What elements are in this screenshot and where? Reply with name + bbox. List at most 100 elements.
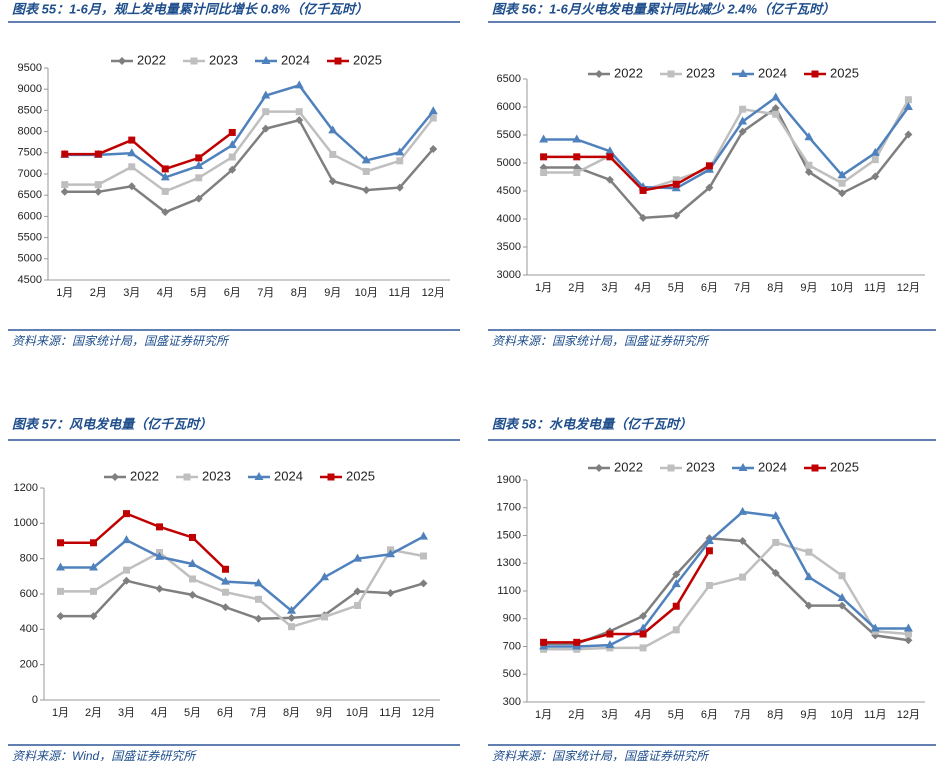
series-line bbox=[64, 118, 435, 214]
x-tick-label: 8月 bbox=[767, 282, 784, 294]
marker bbox=[738, 463, 748, 471]
x-tick-label: 5月 bbox=[184, 707, 201, 719]
marker bbox=[705, 183, 714, 192]
marker bbox=[573, 153, 581, 161]
x-tick-label: 2月 bbox=[568, 709, 585, 721]
marker bbox=[60, 187, 69, 196]
marker bbox=[161, 165, 169, 173]
caption: 图表 56：1-6月火电发电量累计同比减少 2.4%（亿千瓦时） bbox=[492, 1, 835, 16]
marker bbox=[122, 576, 131, 585]
legend-label: 2024 bbox=[281, 52, 310, 67]
marker bbox=[386, 549, 395, 558]
caption: 图表 57：风电发电量（亿千瓦时） bbox=[12, 416, 212, 431]
marker bbox=[288, 623, 295, 631]
y-tick-label: 200 bbox=[20, 659, 38, 671]
y-tick-label: 5000 bbox=[497, 157, 521, 169]
legend-label: 2023 bbox=[686, 459, 715, 474]
series-line bbox=[60, 512, 227, 571]
marker bbox=[539, 134, 549, 143]
marker bbox=[222, 565, 229, 573]
marker bbox=[328, 177, 337, 186]
series-line bbox=[543, 99, 910, 192]
x-tick-label: 8月 bbox=[291, 287, 308, 299]
series-line bbox=[543, 550, 711, 644]
marker bbox=[771, 92, 781, 101]
marker bbox=[189, 533, 196, 541]
marker bbox=[420, 552, 427, 560]
marker bbox=[772, 110, 780, 118]
marker bbox=[871, 156, 879, 164]
marker bbox=[672, 211, 681, 220]
source: 资料来源：国家统计局，国盛证券研究所 bbox=[492, 334, 710, 348]
y-tick-label: 1300 bbox=[497, 557, 521, 569]
x-tick-label: 8月 bbox=[283, 707, 300, 719]
x-tick-label: 2月 bbox=[85, 707, 102, 719]
marker bbox=[667, 70, 675, 78]
marker bbox=[123, 566, 130, 574]
x-tick-label: 3月 bbox=[601, 282, 618, 294]
legend-label: 2025 bbox=[353, 52, 382, 67]
x-tick-label: 12月 bbox=[897, 709, 920, 721]
y-tick-label: 800 bbox=[20, 553, 38, 565]
series-line bbox=[543, 536, 909, 645]
legend-label: 2022 bbox=[137, 52, 166, 67]
marker bbox=[595, 70, 603, 78]
marker bbox=[321, 613, 328, 621]
y-tick-label: 6500 bbox=[18, 189, 42, 201]
x-tick-label: 9月 bbox=[324, 287, 341, 299]
marker bbox=[255, 595, 262, 603]
marker bbox=[195, 174, 203, 182]
marker bbox=[639, 213, 648, 222]
x-tick-label: 4月 bbox=[157, 287, 174, 299]
marker bbox=[94, 150, 102, 158]
caption: 图表 58：水电发电量（亿千瓦时） bbox=[492, 416, 692, 431]
y-tick-label: 6500 bbox=[497, 73, 521, 85]
x-tick-label: 2月 bbox=[90, 287, 107, 299]
y-tick-label: 600 bbox=[20, 588, 38, 600]
marker bbox=[329, 150, 337, 158]
marker bbox=[573, 638, 581, 646]
marker bbox=[704, 536, 714, 545]
marker bbox=[118, 57, 126, 65]
x-tick-label: 3月 bbox=[123, 287, 140, 299]
marker bbox=[804, 601, 813, 610]
marker bbox=[606, 630, 614, 638]
marker bbox=[194, 160, 204, 169]
y-tick-label: 5500 bbox=[18, 232, 42, 244]
marker bbox=[639, 630, 647, 638]
marker bbox=[221, 576, 230, 585]
y-tick-label: 300 bbox=[503, 696, 521, 708]
series-line bbox=[543, 541, 909, 651]
x-tick-label: 7月 bbox=[734, 282, 751, 294]
y-tick-label: 1200 bbox=[14, 482, 38, 494]
marker bbox=[123, 510, 130, 518]
marker bbox=[672, 176, 680, 184]
marker bbox=[188, 558, 197, 567]
legend-label: 2023 bbox=[202, 468, 231, 483]
x-tick-label: 4月 bbox=[151, 707, 168, 719]
marker bbox=[222, 588, 229, 596]
y-tick-label: 7500 bbox=[18, 147, 42, 159]
marker bbox=[419, 531, 428, 540]
y-tick-label: 3500 bbox=[497, 241, 521, 253]
marker bbox=[838, 189, 847, 198]
series-line bbox=[64, 131, 234, 171]
marker bbox=[221, 603, 230, 612]
marker bbox=[605, 175, 614, 184]
y-tick-label: 3000 bbox=[497, 269, 521, 281]
series-line bbox=[60, 548, 424, 629]
marker bbox=[738, 537, 747, 546]
marker bbox=[672, 570, 681, 579]
series-line bbox=[543, 155, 711, 192]
marker bbox=[90, 539, 97, 547]
marker bbox=[261, 56, 271, 64]
y-tick-label: 9500 bbox=[18, 62, 42, 74]
series-line bbox=[60, 535, 425, 613]
source: 资料来源：国家统计局，国盛证券研究所 bbox=[12, 334, 230, 348]
marker bbox=[334, 57, 342, 65]
marker bbox=[771, 104, 780, 113]
caption: 图表 55：1-6月，规上发电量累计同比增长 0.8%（亿千瓦时） bbox=[12, 1, 368, 16]
marker bbox=[904, 636, 913, 645]
x-tick-label: 9月 bbox=[800, 709, 817, 721]
marker bbox=[672, 602, 680, 610]
